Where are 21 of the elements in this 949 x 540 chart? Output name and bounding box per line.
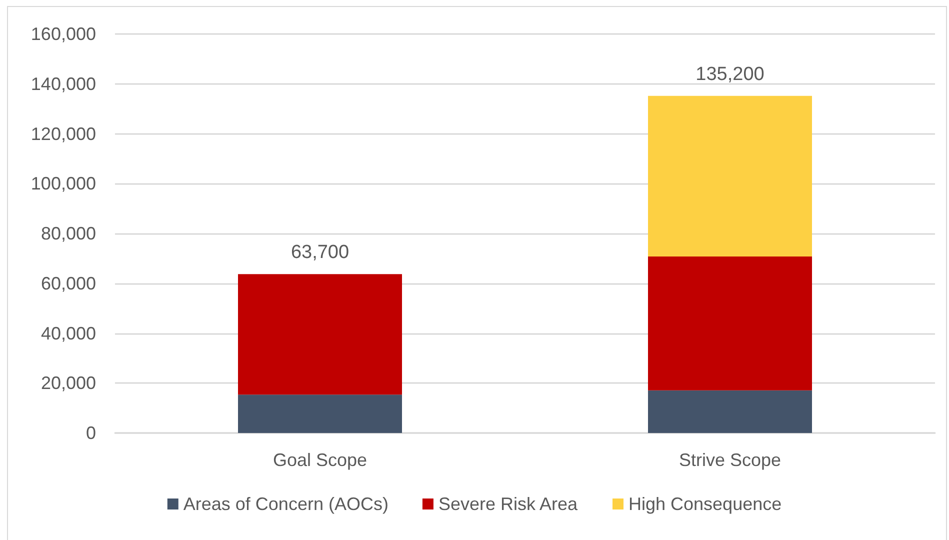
legend-label: Areas of Concern (AOCs) [183,494,388,514]
bar [648,96,812,256]
y-tick-label: 120,000 [30,124,96,144]
y-tick-label: 60,000 [40,273,96,294]
bar [238,394,402,433]
total-label: 63,700 [290,242,350,264]
y-tick-label: 140,000 [30,74,96,94]
y-tick-label: 40,000 [40,323,96,344]
bar [238,274,402,395]
bar [648,256,812,390]
x-tick-label: Goal Scope [272,450,368,470]
y-tick-label: 100,000 [30,174,96,194]
y-tick-label: 0 [86,423,96,443]
total-label: 135,200 [696,64,764,85]
y-tick-label: 80,000 [40,224,96,244]
y-tick-label: 20,000 [40,373,96,394]
x-tick-label: Strive Scope [678,450,782,470]
legend-label: High Consequence [628,494,782,514]
bar [648,390,812,433]
y-tick-label: 160,000 [30,24,96,44]
legend-label: Severe Risk Area [438,494,579,514]
